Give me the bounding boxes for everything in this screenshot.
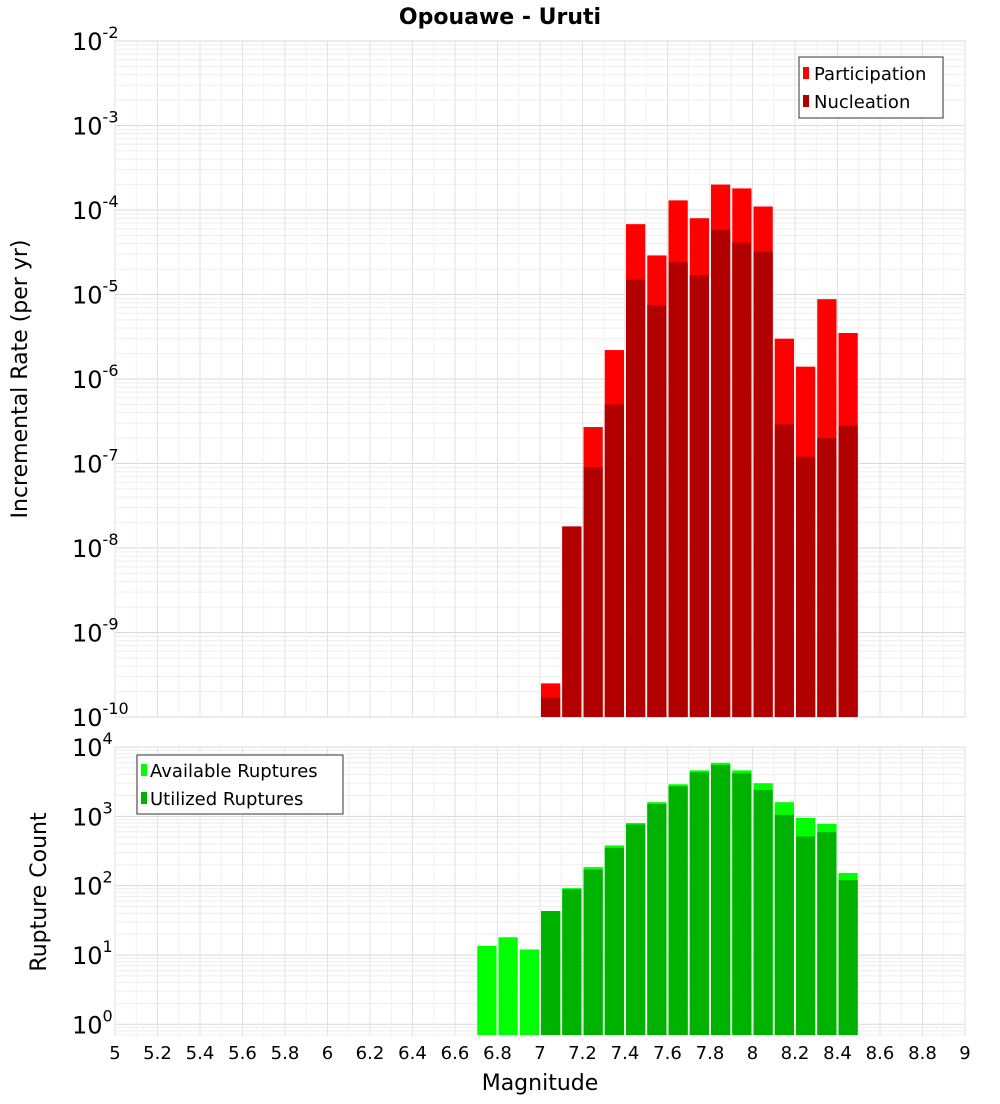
y-tick-label: 101 xyxy=(72,937,113,970)
count-y-tick-labels: 104 103 102 101 100 xyxy=(72,729,113,1039)
y-tick-label: 104 xyxy=(72,729,113,762)
x-tick-label: 6 xyxy=(322,1043,333,1064)
utilized-ruptures-bar xyxy=(753,789,773,1035)
nucleation-bar xyxy=(583,467,603,717)
nucleation-bar xyxy=(732,242,752,717)
available-ruptures-bar xyxy=(477,945,497,1035)
y-tick-label: 10-5 xyxy=(72,277,119,310)
nucleation-bar xyxy=(689,275,709,717)
utilized-ruptures-bar xyxy=(647,804,667,1035)
available-ruptures-bar xyxy=(498,937,518,1035)
y-tick-label: 103 xyxy=(72,798,113,831)
rate-y-tick-labels: 10-2 10-3 10-4 10-5 10-6 10-7 10-8 10-9 10-10 xyxy=(72,23,129,732)
x-tick-label: 7 xyxy=(534,1043,545,1064)
available-legend-label: Available Ruptures xyxy=(150,761,318,782)
utilized-ruptures-bar xyxy=(562,889,582,1035)
nucleation-bar xyxy=(647,305,667,717)
count-bars xyxy=(477,762,858,1035)
nucleation-legend-swatch xyxy=(803,95,809,107)
utilized-legend-label: Utilized Ruptures xyxy=(150,789,303,810)
nucleation-bar xyxy=(774,424,794,717)
y-tick-label: 10-8 xyxy=(72,530,119,563)
nucleation-bar xyxy=(626,279,646,717)
x-tick-label: 7.4 xyxy=(611,1043,640,1064)
nucleation-bar xyxy=(796,456,816,717)
nucleation-bar xyxy=(668,262,688,717)
y-tick-label: 10-6 xyxy=(72,361,119,394)
nucleation-bar xyxy=(817,438,837,717)
y-tick-label: 102 xyxy=(72,868,113,901)
count-legend: Available Ruptures Utilized Ruptures xyxy=(136,754,344,815)
count-y-axis-label: Rupture Count xyxy=(27,812,52,972)
rate-panel: 10-2 10-3 10-4 10-5 10-6 10-7 10-8 10-9 10-10 In… xyxy=(8,23,966,732)
x-tick-label: 8.2 xyxy=(781,1043,810,1064)
count-legend-box xyxy=(136,754,344,815)
x-tick-label: 5.8 xyxy=(271,1043,300,1064)
y-tick-label: 100 xyxy=(72,1006,113,1039)
utilized-ruptures-bar xyxy=(838,880,858,1035)
utilized-ruptures-bar xyxy=(668,786,688,1035)
utilized-ruptures-bar xyxy=(689,772,709,1035)
participation-legend-label: Participation xyxy=(814,64,926,85)
x-tick-label: 8.4 xyxy=(823,1043,852,1064)
utilized-ruptures-bar xyxy=(732,773,752,1035)
available-legend-swatch xyxy=(141,764,147,776)
available-ruptures-bar xyxy=(519,949,539,1035)
utilized-ruptures-bar xyxy=(583,869,603,1035)
rate-gridlines xyxy=(114,40,966,718)
x-tick-label: 8.8 xyxy=(908,1043,937,1064)
y-tick-label: 10-7 xyxy=(72,446,119,479)
x-tick-label: 6.4 xyxy=(398,1043,427,1064)
nucleation-bar xyxy=(838,425,858,717)
rate-legend: Participation Nucleation xyxy=(798,56,944,119)
utilized-ruptures-bar xyxy=(541,911,561,1035)
y-tick-label: 10-10 xyxy=(72,699,129,732)
x-tick-label: 6.8 xyxy=(483,1043,512,1064)
rate-bars xyxy=(541,184,858,718)
nucleation-bar xyxy=(541,697,561,717)
utilized-ruptures-bar xyxy=(711,764,731,1035)
utilized-ruptures-bar xyxy=(817,832,837,1035)
x-axis-label: Magnitude xyxy=(482,1071,599,1096)
participation-legend-swatch xyxy=(803,67,809,79)
nucleation-bar xyxy=(753,251,773,717)
utilized-ruptures-bar xyxy=(626,824,646,1035)
rate-y-axis-label: Incremental Rate (per yr) xyxy=(8,240,33,519)
x-tick-label: 6.6 xyxy=(441,1043,470,1064)
nucleation-bar xyxy=(711,229,731,717)
utilized-ruptures-bar xyxy=(796,836,816,1035)
y-tick-label: 10-2 xyxy=(72,23,119,56)
x-tick-label: 5.2 xyxy=(143,1043,172,1064)
utilized-ruptures-bar xyxy=(604,847,624,1035)
nucleation-legend-label: Nucleation xyxy=(814,92,910,113)
x-tick-label: 5.6 xyxy=(228,1043,257,1064)
y-tick-label: 10-3 xyxy=(72,108,119,141)
chart-title: Opouawe - Uruti xyxy=(399,5,601,30)
x-tick-label: 7.6 xyxy=(653,1043,682,1064)
x-tick-label: 6.2 xyxy=(356,1043,385,1064)
y-tick-label: 10-4 xyxy=(72,192,119,225)
x-tick-label: 8 xyxy=(747,1043,758,1064)
count-panel: 104 103 102 101 100 5 5.2 5.4 5.6 5.8 6 6.2 6.4 6.6 6… xyxy=(27,729,971,1096)
y-tick-label: 10-9 xyxy=(72,615,119,648)
magnitude-x-tick-labels: 5 5.2 5.4 5.6 5.8 6 6.2 6.4 6.6 6.8 7 7.2 7.4 7.6 7.8 8… xyxy=(109,1043,970,1064)
utilized-legend-swatch xyxy=(141,792,147,804)
x-tick-label: 5 xyxy=(109,1043,120,1064)
rate-legend-box xyxy=(798,56,944,119)
nucleation-bar xyxy=(604,404,624,717)
x-tick-label: 7.2 xyxy=(568,1043,597,1064)
x-tick-label: 9 xyxy=(959,1043,970,1064)
utilized-ruptures-bar xyxy=(774,814,794,1035)
x-tick-label: 8.6 xyxy=(866,1043,895,1064)
x-tick-label: 5.4 xyxy=(186,1043,215,1064)
x-tick-label: 7.8 xyxy=(696,1043,725,1064)
nucleation-bar xyxy=(562,526,582,717)
